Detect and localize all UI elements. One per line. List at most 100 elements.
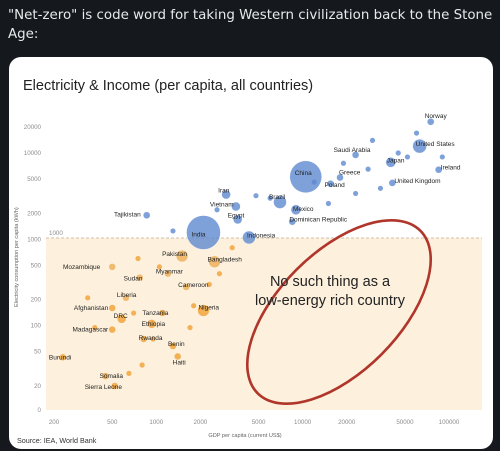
y-tick-label: 200 xyxy=(31,297,42,304)
tick-labels: 200 500 1000 2000 5000 10000 20000 50000 1000002… xyxy=(24,124,460,426)
country-label: Cameroon xyxy=(178,282,209,289)
country-bubble xyxy=(336,173,344,182)
threshold-label: 1000 xyxy=(49,230,63,237)
y-tick-label: 500 xyxy=(31,262,42,269)
country-label: Indonesia xyxy=(247,232,276,239)
country-label: Burundi xyxy=(49,354,71,361)
country-bubble xyxy=(191,303,197,309)
country-bubble xyxy=(231,201,241,212)
country-label: United Kingdom xyxy=(394,178,440,185)
country-bubble xyxy=(116,314,127,324)
country-label: Mexico xyxy=(293,206,314,213)
country-label: Tanzania xyxy=(142,310,168,317)
country-bubble xyxy=(85,295,91,301)
chart-card[interactable]: Electricity & Income (per capita, all co… xyxy=(9,57,493,449)
x-tick-label: 50000 xyxy=(396,419,414,426)
annotation-line-1: No such thing as a xyxy=(270,274,391,290)
country-bubble xyxy=(101,372,110,380)
country-label: DRC xyxy=(114,313,128,320)
country-label: Ethiopia xyxy=(142,321,166,328)
country-bubble xyxy=(439,154,445,160)
country-bubble xyxy=(369,137,376,143)
bubble-labels: Norway United States Saudi Arabia Japan Irel… xyxy=(49,113,461,391)
country-bubble xyxy=(340,160,347,166)
country-bubble xyxy=(186,215,221,250)
country-bubble xyxy=(412,138,427,154)
country-label: China xyxy=(295,170,312,177)
country-label: Sudan xyxy=(124,276,143,283)
country-label: Afghanistan xyxy=(74,305,109,312)
country-bubble xyxy=(150,336,156,342)
country-bubble xyxy=(108,325,116,334)
country-label: Ireland xyxy=(441,165,461,172)
country-label: Haiti xyxy=(173,359,186,366)
country-bubble xyxy=(122,294,130,302)
country-label: Greece xyxy=(339,170,361,177)
country-bubble xyxy=(92,324,98,331)
country-label: Norway xyxy=(425,113,448,120)
x-axis-label: GDP per capita (current US$) xyxy=(208,433,281,439)
country-bubble xyxy=(325,200,332,207)
y-tick-label: 20 xyxy=(34,383,41,390)
country-bubble xyxy=(377,185,384,191)
country-bubble xyxy=(267,195,273,201)
country-label: Saudi Arabia xyxy=(334,147,371,154)
country-bubble xyxy=(288,217,297,226)
country-label: Pakistan xyxy=(162,251,187,258)
country-bubble xyxy=(108,304,116,312)
chart-title: Electricity & Income (per capita, all co… xyxy=(23,78,313,94)
y-tick-label: 2000 xyxy=(27,210,41,217)
country-bubble xyxy=(143,211,151,219)
country-bubble xyxy=(233,214,243,225)
bubbles xyxy=(59,118,445,390)
country-label: Mozambique xyxy=(63,264,101,271)
country-label: Bangladesh xyxy=(208,257,243,264)
country-label: Egypt xyxy=(228,212,245,219)
country-bubble xyxy=(158,309,167,317)
country-bubble xyxy=(229,245,235,251)
country-bubble xyxy=(135,273,144,282)
y-tick-label: 100 xyxy=(31,323,42,330)
x-tick-label: 100000 xyxy=(439,419,460,426)
country-bubble xyxy=(197,304,210,317)
country-bubble xyxy=(131,310,137,316)
source-text: Source: IEA, World Bank xyxy=(17,436,97,445)
country-label: Rwanda xyxy=(139,335,163,342)
post-text: "Net-zero" is code word for taking Weste… xyxy=(8,8,493,42)
country-bubble xyxy=(365,166,371,172)
country-label: India xyxy=(191,231,205,238)
country-bubble xyxy=(242,230,256,245)
country-bubble xyxy=(326,180,335,188)
country-bubble xyxy=(108,263,116,271)
country-bubble xyxy=(253,193,259,199)
country-bubble xyxy=(59,353,67,361)
country-label: Sierra Leone xyxy=(85,384,123,391)
country-label: Benin xyxy=(168,341,185,348)
country-label: Dominican Republic xyxy=(289,217,348,224)
y-tick-label: 20000 xyxy=(24,124,42,131)
y-axis-label: Electricity consumption per capita (kWh) xyxy=(14,207,20,307)
country-label: Liberia xyxy=(117,292,137,299)
country-bubble xyxy=(169,342,177,350)
country-bubble xyxy=(273,195,287,209)
country-bubble xyxy=(126,370,132,376)
country-bubble xyxy=(146,319,157,329)
x-tick-label: 2000 xyxy=(193,419,207,426)
x-tick-label: 1000 xyxy=(149,419,163,426)
country-bubble xyxy=(156,264,162,270)
country-bubble xyxy=(434,166,443,174)
country-bubble xyxy=(395,150,401,156)
country-bubble xyxy=(413,130,420,136)
country-label: Vietnam xyxy=(210,201,234,208)
country-label: Nigeria xyxy=(198,304,219,311)
country-bubble xyxy=(139,335,148,343)
country-bubble xyxy=(427,118,435,126)
x-tick-label: 5000 xyxy=(252,419,266,426)
country-bubble xyxy=(289,160,322,193)
y-tick-label: 50 xyxy=(34,349,41,356)
country-bubble xyxy=(388,179,397,187)
country-bubble xyxy=(175,249,189,263)
country-label: Somalia xyxy=(100,373,124,380)
country-bubble xyxy=(216,271,223,277)
country-label: United States xyxy=(416,141,456,148)
